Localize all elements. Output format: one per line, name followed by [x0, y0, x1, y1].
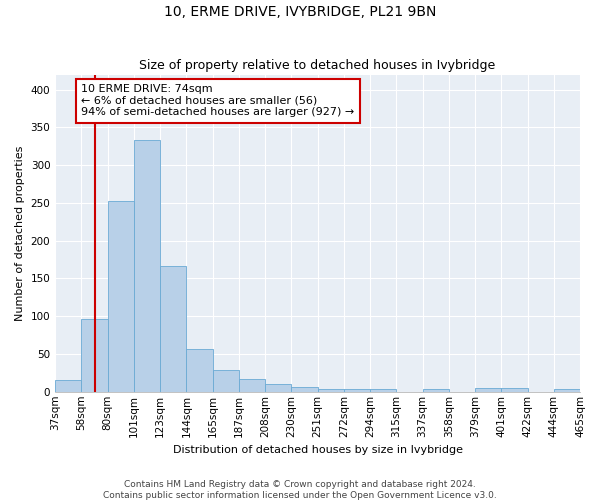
Bar	[134, 140, 160, 392]
Bar	[239, 379, 265, 392]
Title: Size of property relative to detached houses in Ivybridge: Size of property relative to detached ho…	[139, 59, 496, 72]
Bar	[212, 370, 239, 392]
Bar	[317, 388, 344, 392]
Bar	[475, 388, 501, 392]
Text: Contains HM Land Registry data © Crown copyright and database right 2024.
Contai: Contains HM Land Registry data © Crown c…	[103, 480, 497, 500]
Bar	[160, 266, 187, 392]
Bar	[82, 320, 107, 392]
Bar	[292, 387, 317, 392]
X-axis label: Distribution of detached houses by size in Ivybridge: Distribution of detached houses by size …	[173, 445, 463, 455]
Bar	[370, 388, 397, 392]
Text: 10 ERME DRIVE: 74sqm
← 6% of detached houses are smaller (56)
94% of semi-detach: 10 ERME DRIVE: 74sqm ← 6% of detached ho…	[82, 84, 355, 117]
Bar	[501, 388, 527, 392]
Bar	[265, 384, 292, 392]
Bar	[187, 348, 212, 392]
Bar	[422, 388, 449, 392]
Bar	[107, 200, 134, 392]
Bar	[55, 380, 82, 392]
Bar	[554, 388, 580, 392]
Bar	[344, 388, 370, 392]
Y-axis label: Number of detached properties: Number of detached properties	[15, 146, 25, 321]
Text: 10, ERME DRIVE, IVYBRIDGE, PL21 9BN: 10, ERME DRIVE, IVYBRIDGE, PL21 9BN	[164, 5, 436, 19]
